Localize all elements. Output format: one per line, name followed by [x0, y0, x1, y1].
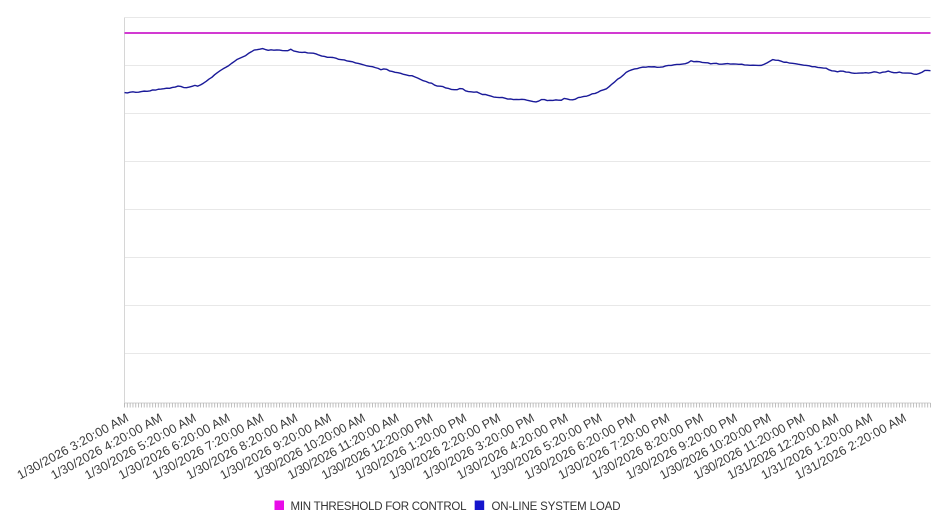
- svg-text:ON-LINE SYSTEM LOAD: ON-LINE SYSTEM LOAD: [492, 501, 621, 513]
- svg-text:MIN THRESHOLD FOR CONTROL: MIN THRESHOLD FOR CONTROL: [291, 501, 468, 513]
